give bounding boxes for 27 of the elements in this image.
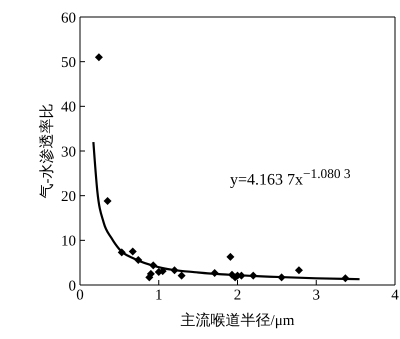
y-tick-label: 50 [61, 54, 76, 71]
y-tick-label: 40 [61, 100, 76, 116]
y-tick-label: 20 [61, 188, 76, 205]
point [249, 272, 258, 280]
x-tick-label: 1 [155, 288, 162, 304]
point [94, 53, 103, 62]
point [210, 268, 219, 277]
point [134, 256, 142, 264]
x-axis-title: 主流喉道半径/μm [180, 312, 295, 329]
point [170, 266, 178, 274]
point [118, 248, 126, 256]
point [294, 266, 303, 274]
y-axis-title: 气-水渗透率比 [38, 104, 56, 198]
x-tick-label: 2 [234, 288, 242, 304]
point [149, 261, 158, 270]
point [226, 252, 234, 261]
x-tick-label: 3 [312, 288, 320, 304]
point [178, 272, 186, 280]
point [341, 274, 350, 282]
y-tick-label: 30 [61, 144, 76, 160]
point [278, 273, 286, 282]
annotation: y=4.163 7x$^{−1.080 3}$ [230, 166, 351, 190]
point [128, 248, 137, 256]
y-tick-label: 60 [61, 10, 76, 26]
x-tick-label: 4 [391, 288, 400, 304]
y-tick-label: 10 [61, 234, 76, 250]
point [104, 197, 112, 206]
